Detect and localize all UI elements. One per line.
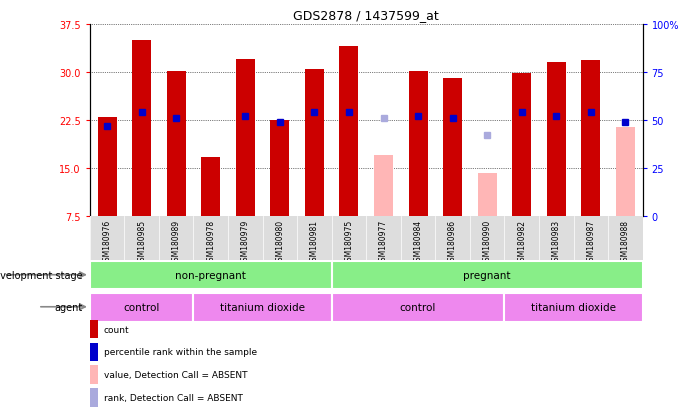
Text: control: control xyxy=(124,302,160,312)
Bar xyxy=(236,60,255,217)
Bar xyxy=(504,293,643,323)
Text: GSM180982: GSM180982 xyxy=(517,219,527,265)
Bar xyxy=(90,262,332,290)
Bar xyxy=(477,174,497,217)
Title: GDS2878 / 1437599_at: GDS2878 / 1437599_at xyxy=(294,9,439,22)
Bar xyxy=(97,118,117,217)
Text: GSM180988: GSM180988 xyxy=(621,219,630,265)
Bar xyxy=(193,293,332,323)
Bar xyxy=(167,71,186,217)
Text: GSM180976: GSM180976 xyxy=(102,219,112,265)
Text: development stage: development stage xyxy=(0,270,83,280)
Bar xyxy=(547,63,566,217)
Text: GSM180977: GSM180977 xyxy=(379,219,388,265)
Bar xyxy=(512,74,531,217)
Text: GSM180975: GSM180975 xyxy=(344,219,354,265)
Bar xyxy=(332,262,643,290)
Bar xyxy=(616,127,635,217)
Text: value, Detection Call = ABSENT: value, Detection Call = ABSENT xyxy=(104,370,247,379)
Bar xyxy=(581,61,600,217)
Bar xyxy=(339,47,359,217)
Text: GSM180985: GSM180985 xyxy=(137,219,146,265)
Text: non-pregnant: non-pregnant xyxy=(176,270,246,280)
Text: pregnant: pregnant xyxy=(464,270,511,280)
Text: rank, Detection Call = ABSENT: rank, Detection Call = ABSENT xyxy=(104,393,243,402)
Bar xyxy=(443,79,462,217)
Text: agent: agent xyxy=(55,302,83,312)
Text: GSM180978: GSM180978 xyxy=(206,219,216,265)
Text: titanium dioxide: titanium dioxide xyxy=(531,302,616,312)
Bar xyxy=(90,293,193,323)
Bar xyxy=(270,121,290,217)
Bar xyxy=(408,71,428,217)
Text: GSM180990: GSM180990 xyxy=(482,219,492,265)
Text: GSM180986: GSM180986 xyxy=(448,219,457,265)
Text: titanium dioxide: titanium dioxide xyxy=(220,302,305,312)
Bar xyxy=(305,70,324,217)
Text: GSM180984: GSM180984 xyxy=(413,219,423,265)
Text: percentile rank within the sample: percentile rank within the sample xyxy=(104,348,257,356)
Text: count: count xyxy=(104,325,129,334)
Bar xyxy=(332,293,504,323)
Text: GSM180987: GSM180987 xyxy=(586,219,596,265)
Text: GSM180979: GSM180979 xyxy=(240,219,250,265)
Text: GSM180983: GSM180983 xyxy=(551,219,561,265)
Bar xyxy=(201,157,220,217)
Bar xyxy=(132,41,151,217)
Bar xyxy=(374,156,393,217)
Text: GSM180980: GSM180980 xyxy=(275,219,285,265)
Text: control: control xyxy=(400,302,436,312)
Text: GSM180981: GSM180981 xyxy=(310,219,319,265)
Text: GSM180989: GSM180989 xyxy=(171,219,181,265)
